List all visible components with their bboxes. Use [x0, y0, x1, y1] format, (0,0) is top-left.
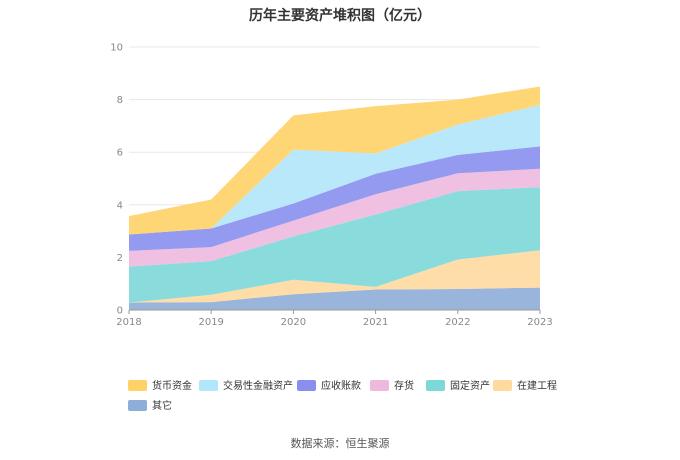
legend-label: 应收账款 [321, 379, 361, 392]
x-tick-label: 2023 [527, 317, 552, 328]
legend-item: 货币资金 [128, 379, 192, 392]
legend-swatch [370, 380, 389, 391]
legend-swatch [426, 380, 445, 391]
x-tick-label: 2021 [363, 317, 388, 328]
area-series-3 [129, 168, 540, 267]
legend-item: 存货 [370, 379, 414, 392]
y-tick-label: 0 [117, 306, 123, 317]
y-tick-label: 10 [110, 43, 123, 54]
y-tick-label: 6 [117, 148, 123, 159]
area-series-5 [129, 104, 540, 235]
legend-item: 其它 [128, 399, 172, 412]
area-series-2 [129, 187, 540, 303]
legend-label: 货币资金 [152, 379, 192, 392]
x-tick-label: 2019 [198, 317, 223, 328]
legend-label: 存货 [394, 379, 414, 392]
legend-item: 在建工程 [493, 379, 557, 392]
area-series-1 [129, 250, 540, 303]
legend-swatch [493, 380, 512, 391]
axes: 0 2 4 6 8 10 2018 2019 2020 2021 2022 2023 [110, 43, 552, 329]
x-tick-label: 2018 [116, 317, 141, 328]
legend-label: 交易性金融资产 [223, 379, 293, 392]
legend-item: 交易性金融资产 [199, 379, 293, 392]
legend-swatch [128, 380, 147, 391]
area-series-6 [129, 86, 540, 235]
area-series-4 [129, 146, 540, 251]
y-tick-label: 2 [117, 253, 123, 264]
legend-label: 其它 [152, 399, 172, 412]
area-series-0 [129, 287, 540, 310]
legend-swatch [128, 400, 147, 411]
area-series [129, 86, 540, 310]
y-tick-label: 4 [117, 200, 123, 211]
legend-swatch [199, 380, 218, 391]
legend-label: 在建工程 [517, 379, 557, 392]
legend-item: 应收账款 [297, 379, 361, 392]
y-tick-label: 8 [117, 95, 123, 106]
legend-label: 固定资产 [450, 379, 490, 392]
x-tick-label: 2020 [281, 317, 306, 328]
legend-item: 固定资产 [426, 379, 490, 392]
data-source-note: 数据来源：恒生聚源 [291, 436, 390, 450]
chart-title: 历年主要资产堆积图（亿元） [249, 7, 431, 24]
x-tick-label: 2022 [445, 317, 470, 328]
legend-swatch [297, 380, 316, 391]
